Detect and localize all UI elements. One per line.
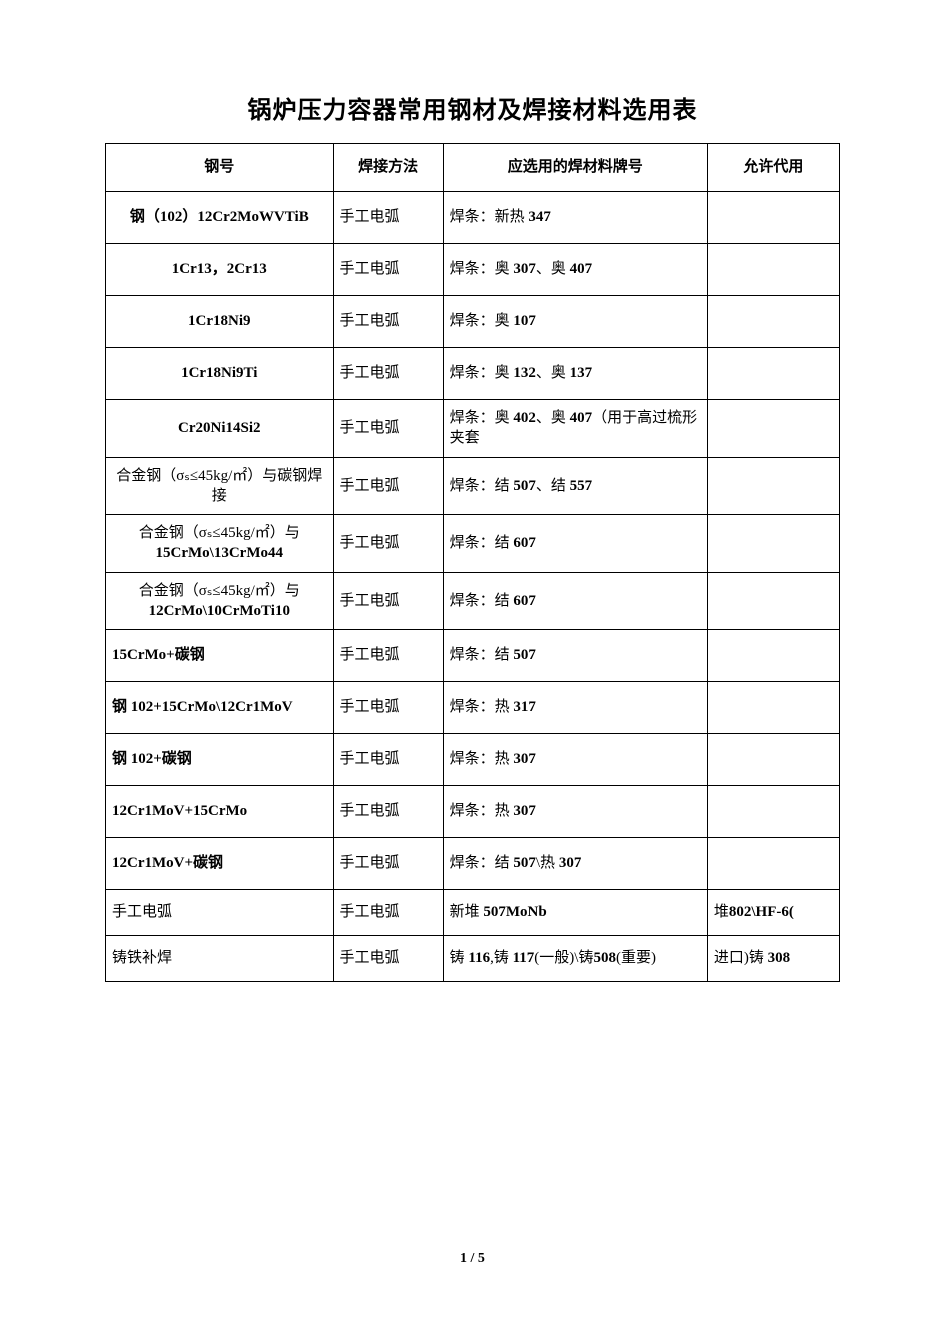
table-row: 铸铁补焊手工电弧铸 116,铸 117(一般)\铸508(重要)进口)铸 308 (106, 936, 840, 982)
cell-steel-grade: 合金钢（σₛ≤45kg/㎡）与 12CrMo\10CrMoTi10 (106, 572, 334, 630)
cell-steel-grade: 15CrMo+碳钢 (106, 630, 334, 682)
cell-steel-grade: 12Cr1MoV+碳钢 (106, 838, 334, 890)
table-row: 手工电弧手工电弧新堆 507MoNb堆802\HF-6( (106, 890, 840, 936)
table-row: 合金钢（σₛ≤45kg/㎡）与碳钢焊接手工电弧焊条：结 507、结 557 (106, 457, 840, 515)
cell-weld-method: 手工电弧 (333, 348, 443, 400)
cell-weld-method: 手工电弧 (333, 515, 443, 573)
cell-allowed-sub (707, 786, 839, 838)
cell-material-grade: 焊条：奥 132、奥 137 (443, 348, 707, 400)
table-row: 1Cr13，2Cr13手工电弧焊条：奥 307、奥 407 (106, 244, 840, 296)
table-row: 12Cr1MoV+碳钢手工电弧焊条：结 507\热 307 (106, 838, 840, 890)
cell-weld-method: 手工电弧 (333, 890, 443, 936)
col-header-steel: 钢号 (106, 144, 334, 192)
cell-weld-method: 手工电弧 (333, 630, 443, 682)
cell-steel-grade: 1Cr18Ni9 (106, 296, 334, 348)
cell-material-grade: 焊条：热 307 (443, 734, 707, 786)
cell-allowed-sub (707, 348, 839, 400)
cell-steel-prefix: 合金钢（σₛ≤45kg/㎡）与 (139, 583, 300, 599)
table-row: 1Cr18Ni9Ti手工电弧焊条：奥 132、奥 137 (106, 348, 840, 400)
cell-steel-grade: 钢（102）12Cr2MoWVTiB (106, 192, 334, 244)
cell-allowed-sub (707, 682, 839, 734)
cell-allowed-sub (707, 457, 839, 515)
table-row: Cr20Ni14Si2手工电弧焊条：奥 402、奥 407（用于高过梳形夹套 (106, 400, 840, 458)
cell-material-grade: 焊条：结 507、结 557 (443, 457, 707, 515)
cell-allowed-sub (707, 838, 839, 890)
cell-material-grade: 新堆 507MoNb (443, 890, 707, 936)
table-row: 钢 102+碳钢手工电弧焊条：热 307 (106, 734, 840, 786)
cell-allowed-sub (707, 400, 839, 458)
cell-allowed-sub (707, 296, 839, 348)
cell-material-grade: 焊条：结 607 (443, 515, 707, 573)
cell-allowed-sub (707, 192, 839, 244)
table-row: 钢 102+15CrMo\12Cr1MoV手工电弧焊条：热 317 (106, 682, 840, 734)
cell-weld-method: 手工电弧 (333, 682, 443, 734)
table-row: 合金钢（σₛ≤45kg/㎡）与 15CrMo\13CrMo44 手工电弧焊条：结 6… (106, 515, 840, 573)
cell-steel-grade: 12Cr1MoV+15CrMo (106, 786, 334, 838)
cell-allowed-sub: 进口)铸 308 (707, 936, 839, 982)
cell-material-grade: 焊条：结 507 (443, 630, 707, 682)
material-selection-table: 钢号 焊接方法 应选用的焊材料牌号 允许代用 钢（102）12Cr2MoWVTi… (105, 143, 840, 982)
table-row: 钢（102）12Cr2MoWVTiB手工电弧焊条：新热 347 (106, 192, 840, 244)
cell-steel-grade: 合金钢（σₛ≤45kg/㎡）与碳钢焊接 (106, 457, 334, 515)
col-header-alt: 允许代用 (707, 144, 839, 192)
cell-material-grade: 焊条：热 317 (443, 682, 707, 734)
cell-steel-grade: Cr20Ni14Si2 (106, 400, 334, 458)
page-title: 锅炉压力容器常用钢材及焊接材料选用表 (105, 90, 840, 125)
cell-weld-method: 手工电弧 (333, 192, 443, 244)
table-row: 1Cr18Ni9手工电弧焊条：奥 107 (106, 296, 840, 348)
cell-weld-method: 手工电弧 (333, 572, 443, 630)
cell-allowed-sub (707, 630, 839, 682)
cell-material-grade: 铸 116,铸 117(一般)\铸508(重要) (443, 936, 707, 982)
cell-steel-grade: 钢 102+碳钢 (106, 734, 334, 786)
cell-allowed-sub (707, 572, 839, 630)
table-row: 合金钢（σₛ≤45kg/㎡）与 12CrMo\10CrMoTi10 手工电弧焊条：结… (106, 572, 840, 630)
cell-material-grade: 焊条：新热 347 (443, 192, 707, 244)
cell-weld-method: 手工电弧 (333, 838, 443, 890)
cell-weld-method: 手工电弧 (333, 936, 443, 982)
cell-allowed-sub (707, 515, 839, 573)
cell-material-grade: 焊条：结 607 (443, 572, 707, 630)
cell-steel-grade: 手工电弧 (106, 890, 334, 936)
table-row: 12Cr1MoV+15CrMo手工电弧焊条：热 307 (106, 786, 840, 838)
table-header-row: 钢号 焊接方法 应选用的焊材料牌号 允许代用 (106, 144, 840, 192)
cell-allowed-sub (707, 734, 839, 786)
cell-weld-method: 手工电弧 (333, 296, 443, 348)
cell-material-grade: 焊条：奥 402、奥 407（用于高过梳形夹套 (443, 400, 707, 458)
cell-steel-grade: 铸铁补焊 (106, 936, 334, 982)
cell-material-grade: 焊条：热 307 (443, 786, 707, 838)
page-footer: 1 / 5 (0, 1251, 945, 1267)
cell-steel-grade: 钢 102+15CrMo\12Cr1MoV (106, 682, 334, 734)
cell-steel-grade: 1Cr13，2Cr13 (106, 244, 334, 296)
cell-material-grade: 焊条：奥 307、奥 407 (443, 244, 707, 296)
cell-steel-tail: 12CrMo\10CrMoTi10 (149, 603, 290, 619)
cell-allowed-sub: 堆802\HF-6( (707, 890, 839, 936)
cell-weld-method: 手工电弧 (333, 786, 443, 838)
cell-weld-method: 手工电弧 (333, 457, 443, 515)
col-header-material: 应选用的焊材料牌号 (443, 144, 707, 192)
table-body: 钢（102）12Cr2MoWVTiB手工电弧焊条：新热 3471Cr13，2Cr… (106, 192, 840, 982)
col-header-method: 焊接方法 (333, 144, 443, 192)
cell-steel-grade: 1Cr18Ni9Ti (106, 348, 334, 400)
cell-weld-method: 手工电弧 (333, 244, 443, 296)
cell-weld-method: 手工电弧 (333, 400, 443, 458)
cell-allowed-sub (707, 244, 839, 296)
cell-steel-prefix: 合金钢（σₛ≤45kg/㎡）与 (139, 525, 300, 541)
cell-steel-grade: 合金钢（σₛ≤45kg/㎡）与 15CrMo\13CrMo44 (106, 515, 334, 573)
table-row: 15CrMo+碳钢手工电弧焊条：结 507 (106, 630, 840, 682)
cell-weld-method: 手工电弧 (333, 734, 443, 786)
cell-material-grade: 焊条：结 507\热 307 (443, 838, 707, 890)
cell-material-grade: 焊条：奥 107 (443, 296, 707, 348)
cell-steel-tail: 15CrMo\13CrMo44 (156, 545, 283, 561)
